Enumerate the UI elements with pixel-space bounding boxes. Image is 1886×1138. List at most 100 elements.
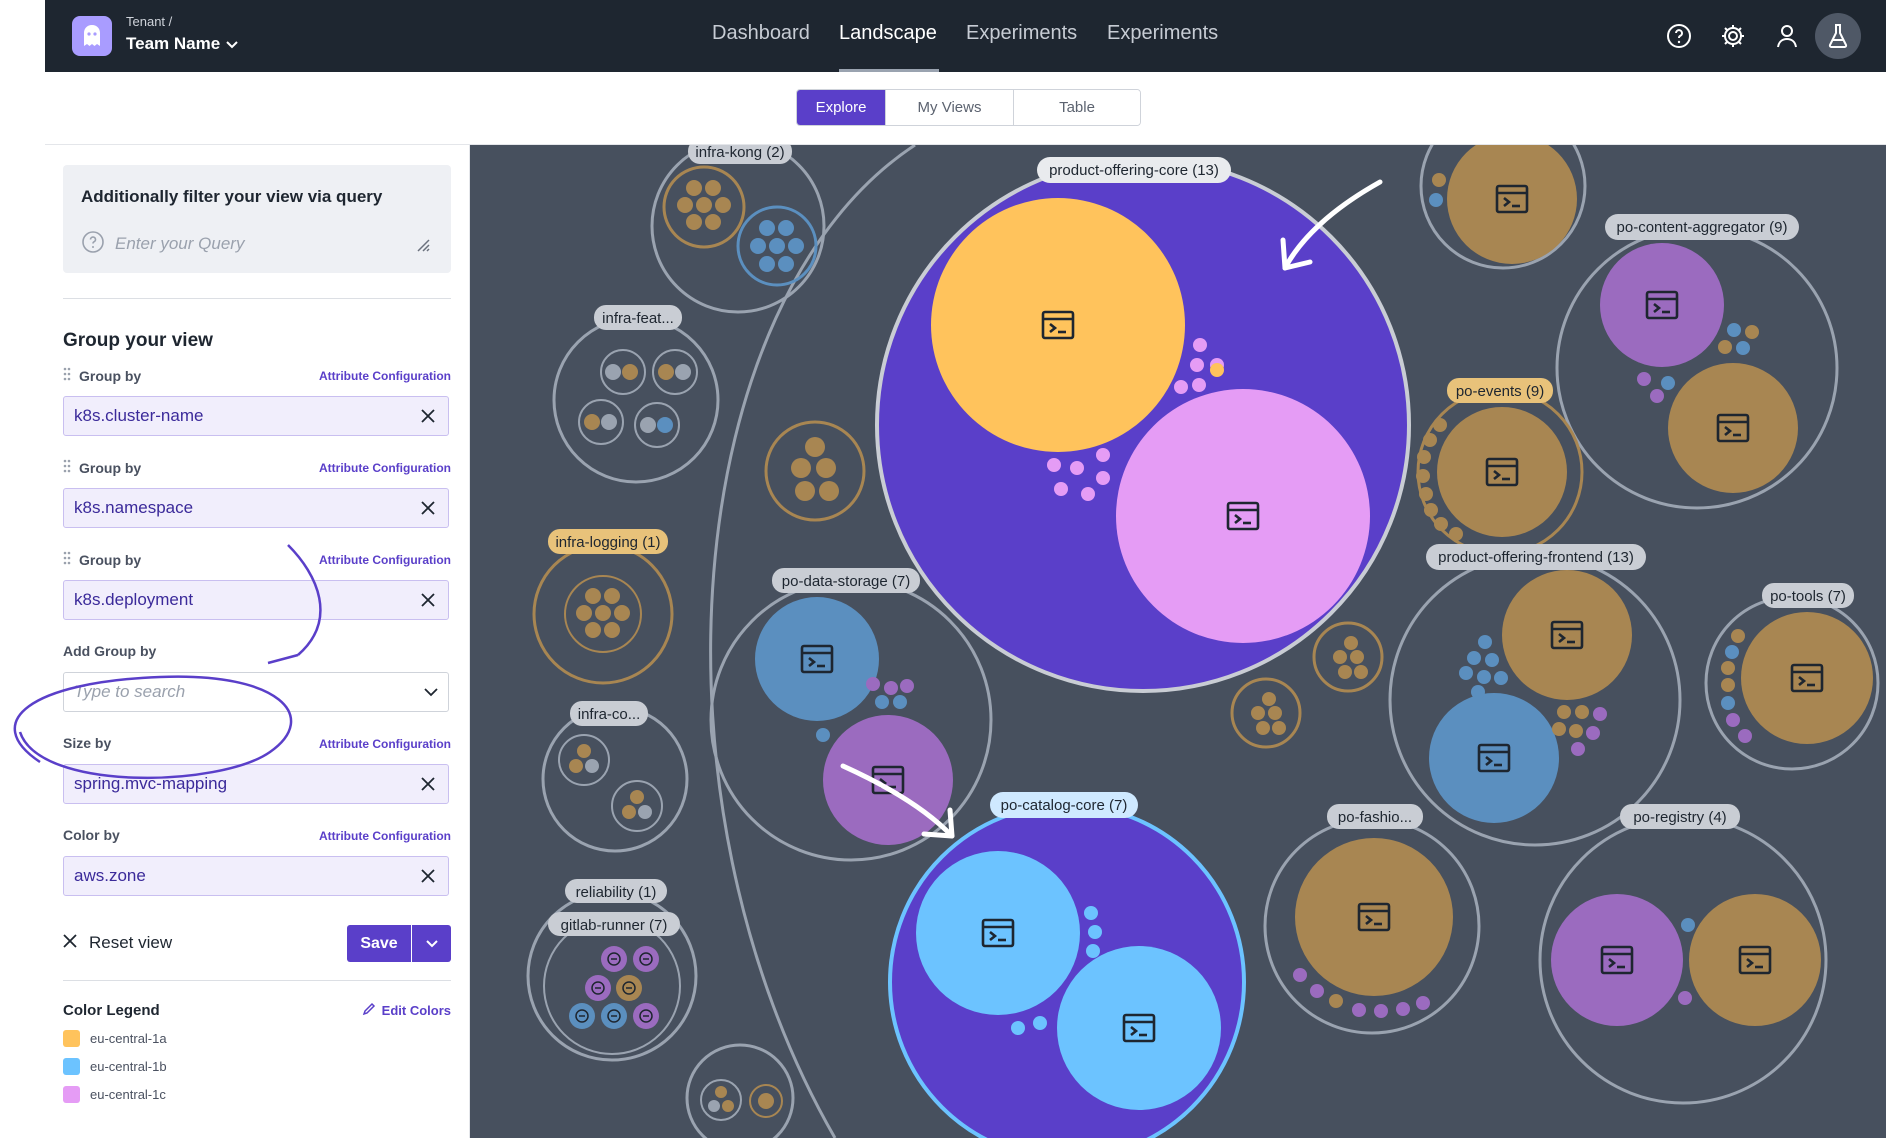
size-by-field[interactable]: spring.mvc-mapping — [63, 764, 449, 804]
view-toolbar: Explore My Views Table — [45, 72, 1886, 145]
nav-experiments[interactable]: Experiments — [966, 22, 1078, 44]
attribute-configuration-link[interactable]: Attribute Configuration — [319, 829, 451, 843]
close-icon[interactable] — [418, 774, 438, 794]
drag-handle-icon[interactable] — [63, 459, 71, 476]
bubble-infra-feat: infra-feat... — [552, 305, 720, 484]
chevron-down-icon — [226, 34, 238, 54]
add-group-label: Add Group by — [63, 643, 157, 659]
bubble-po-events: po-events (9) — [1416, 378, 1584, 556]
user-icon[interactable] — [1769, 18, 1805, 54]
bubble-po-content-aggregator: po-content-aggregator (9) — [1555, 214, 1839, 510]
help-icon[interactable] — [1661, 18, 1697, 54]
bubble-reliability: reliability (1) gitlab-runner (7) — [526, 879, 698, 1062]
bubble-po-data-storage: po-data-storage (7) — [709, 568, 993, 862]
query-filter-box: Additionally filter your view via query … — [63, 165, 451, 273]
bubble-label: infra-logging (1) — [555, 534, 660, 551]
bubble-bottom-small — [685, 1043, 795, 1138]
chevron-down-icon — [425, 935, 438, 953]
nav-experiments-2[interactable]: Experiments — [1107, 22, 1219, 44]
annotation-arrow — [1282, 179, 1383, 271]
tab-explore[interactable]: Explore — [797, 90, 886, 125]
query-title: Additionally filter your view via query — [81, 187, 383, 206]
group-by-field-1[interactable]: k8s.cluster-name — [63, 396, 449, 436]
close-icon — [63, 933, 77, 953]
bubble-top-gold — [1419, 145, 1587, 270]
question-icon — [81, 230, 105, 259]
legend-item: eu-central-1c — [63, 1086, 166, 1103]
bubble-label: product-offering-frontend (13) — [1438, 549, 1634, 566]
add-group-search[interactable]: Type to search — [63, 672, 449, 712]
legend-item: eu-central-1b — [63, 1058, 167, 1075]
close-icon[interactable] — [418, 590, 438, 610]
color-by-label: Color by — [63, 827, 120, 843]
bubble-po-fashio: po-fashio... — [1263, 804, 1481, 1035]
reset-view-button[interactable]: Reset view — [63, 933, 172, 953]
flask-icon[interactable] — [1815, 13, 1861, 59]
bubble-label: po-content-aggregator (9) — [1617, 219, 1788, 236]
tab-my-views[interactable]: My Views — [886, 90, 1014, 125]
view-tabs: Explore My Views Table — [796, 89, 1141, 126]
active-nav-indicator — [839, 69, 939, 72]
resize-handle-icon[interactable] — [415, 237, 431, 258]
team-name: Team Name — [126, 34, 221, 53]
bubble-po-registry: po-registry (4) — [1538, 804, 1828, 1105]
legend-item: eu-central-1a — [63, 1030, 167, 1047]
color-by-field[interactable]: aws.zone — [63, 856, 449, 896]
bubble-label: infra-feat... — [602, 310, 674, 327]
group-by-label: Group by — [63, 551, 141, 568]
edit-colors-link[interactable]: Edit Colors — [362, 1002, 451, 1019]
bubble-label: po-data-storage (7) — [782, 573, 910, 590]
group-by-field-3[interactable]: k8s.deployment — [63, 580, 449, 620]
bubble-product-offering-core: product-offering-core (13) — [875, 157, 1411, 693]
bubble-po-tools: po-tools (7) — [1704, 583, 1880, 771]
bubble-label: po-fashio... — [1338, 809, 1412, 826]
bubble-label: po-events (9) — [1456, 383, 1544, 400]
chevron-down-icon[interactable] — [424, 682, 438, 702]
group-section-title: Group your view — [63, 330, 213, 351]
group-by-label: Group by — [63, 367, 141, 384]
divider — [63, 298, 451, 299]
bubble-infra-logging: infra-logging (1) — [532, 529, 674, 685]
attribute-configuration-link[interactable]: Attribute Configuration — [319, 737, 451, 751]
nav-landscape[interactable]: Landscape — [839, 22, 937, 44]
bubble-label: po-registry (4) — [1633, 809, 1726, 826]
bubble-infra-kong: infra-kong (2) — [650, 145, 826, 314]
close-icon[interactable] — [418, 498, 438, 518]
bubble-infra-co: infra-co... — [541, 701, 689, 853]
ghost-logo-icon[interactable] — [72, 16, 112, 56]
bubble-label: po-tools (7) — [1770, 588, 1846, 605]
bubble-gold-cluster — [764, 420, 866, 522]
bubble-gold-small-1 — [1312, 621, 1384, 693]
legend-swatch — [63, 1086, 80, 1103]
close-icon[interactable] — [418, 866, 438, 886]
legend-swatch — [63, 1030, 80, 1047]
bubble-po-catalog-core: po-catalog-core (7) — [888, 792, 1246, 1138]
bubble-label: gitlab-runner (7) — [561, 917, 668, 934]
attribute-configuration-link[interactable]: Attribute Configuration — [319, 553, 451, 567]
bubble-label: reliability (1) — [576, 884, 657, 901]
gear-icon[interactable] — [1715, 18, 1751, 54]
drag-handle-icon[interactable] — [63, 367, 71, 384]
drag-handle-icon[interactable] — [63, 551, 71, 568]
tab-table[interactable]: Table — [1014, 90, 1140, 125]
bubble-label: infra-kong (2) — [695, 145, 784, 161]
group-by-field-2[interactable]: k8s.namespace — [63, 488, 449, 528]
attribute-configuration-link[interactable]: Attribute Configuration — [319, 461, 451, 475]
save-options-button[interactable] — [412, 925, 451, 962]
landscape-canvas[interactable]: infra-kong (2) infra-feat... — [470, 145, 1886, 1138]
divider — [63, 980, 451, 981]
attribute-configuration-link[interactable]: Attribute Configuration — [319, 369, 451, 383]
nav-dashboard[interactable]: Dashboard — [712, 22, 810, 44]
close-icon[interactable] — [418, 406, 438, 426]
tenant-label: Tenant / — [126, 14, 173, 29]
legend-swatch — [63, 1058, 80, 1075]
query-input[interactable]: Enter your Query — [81, 227, 431, 261]
team-selector[interactable]: Team Name — [126, 34, 238, 54]
bubble-product-offering-frontend: product-offering-frontend (13) — [1388, 544, 1682, 847]
save-button[interactable]: Save — [347, 925, 411, 962]
group-by-label: Group by — [63, 459, 141, 476]
query-placeholder: Enter your Query — [115, 234, 245, 253]
bubble-gold-small-2 — [1230, 677, 1302, 749]
bubble-label: product-offering-core (13) — [1049, 162, 1219, 179]
pencil-icon — [362, 1002, 376, 1019]
